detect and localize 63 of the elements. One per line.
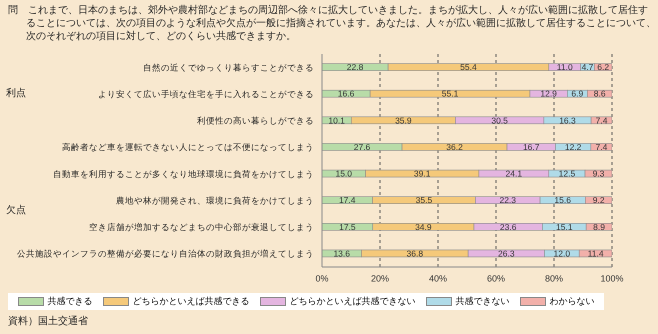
y-tick-label: 利便性の高い暮らしができる [197, 116, 314, 126]
data-label: 55.1 [442, 88, 459, 99]
data-label: 24.1 [506, 168, 522, 179]
data-label: 22.3 [499, 195, 516, 206]
data-label: 12.5 [558, 168, 576, 179]
data-label: 9.3 [592, 168, 605, 179]
data-label: 35.9 [395, 115, 412, 126]
data-label: 23.6 [500, 222, 517, 232]
data-label: 16.7 [522, 142, 540, 152]
data-label: 9.2 [592, 195, 605, 206]
data-label: 7.4 [596, 115, 608, 126]
data-label: 34.9 [415, 222, 432, 232]
chart-title: 問 これまで、日本のまちは、郊外や農村部などまちの周辺部へ徐々に拡大していきました。まちが拡大し、人々が広い範囲に拡散して居住することについては、次の項目のような利点や欠点が一般に指摘されています。あなたは、人々が広い範囲に拡散して居住することについて、次のそれぞれの項目に対して、どのくらい共感できますか。 [8, 4, 656, 43]
x-tick-label: 20% [370, 273, 390, 284]
data-label: 15.1 [556, 222, 573, 232]
data-label: 36.2 [446, 142, 464, 152]
data-label: 13.6 [333, 248, 350, 258]
data-label: 30.5 [491, 115, 508, 126]
data-label: 12.9 [540, 88, 558, 99]
y-tick-label: 自動車を利用することが多くなり地球環境に負荷をかけてしまう [53, 168, 314, 179]
data-label: 8.6 [594, 88, 606, 99]
data-label: 17.4 [338, 195, 356, 206]
y-tick-label: より安くて広い手頃な住宅を手に入れることができる [98, 88, 314, 99]
y-tick-label: 高齢者など車を運転できない人にとっては不便になってしまう [62, 142, 314, 152]
text: 欠点 [6, 204, 26, 217]
x-tick-label: 0% [315, 273, 329, 284]
y-tick-label: 公共施設やインフラの整備が必要になり自治体の財政負担が増えてしまう [17, 248, 314, 259]
text: 利点 [6, 86, 26, 100]
data-label: 16.3 [559, 115, 576, 126]
legend-label: どちらかといえば共感できる [132, 295, 250, 308]
x-tick-label: 40% [428, 273, 448, 284]
data-label: 15.6 [554, 195, 572, 206]
legend-label: 共感できない [456, 295, 510, 308]
x-tick-label: 80% [544, 273, 564, 284]
data-label: 27.6 [354, 142, 371, 152]
data-label: 11.4 [588, 248, 604, 258]
data-label: 6.9 [571, 88, 584, 99]
data-label: 55.4 [460, 62, 477, 72]
data-label: 15.0 [335, 168, 352, 179]
y-tick-label: 自然の近くでゆっくり暮らすことができる [143, 62, 314, 72]
data-label: 6.2 [597, 62, 610, 72]
data-label: 35.5 [416, 195, 432, 206]
x-tick-label: 100% [600, 273, 624, 284]
data-label: 16.6 [338, 88, 355, 99]
x-tick-label: 60% [486, 273, 506, 284]
data-label: 8.9 [593, 222, 606, 232]
data-label: 17.5 [339, 222, 356, 232]
y-tick-label: 農地や林が開発され、環境に負荷をかけてしまう [116, 195, 314, 206]
legend-label: 共感できる [48, 295, 92, 308]
text: 資料）国土交通省 [8, 314, 88, 328]
data-label: 39.1 [414, 168, 431, 179]
legend-label: どちらかといえば共感できない [290, 295, 416, 308]
data-label: 26.3 [498, 248, 515, 258]
y-tick-label: 空き店舗が増加するなどまちの中心部が衰退してしまう [89, 222, 314, 232]
data-label: 12.0 [554, 248, 570, 258]
legend-label: わからない [550, 295, 594, 308]
data-label: 4.7 [582, 62, 594, 72]
data-label: 36.8 [406, 248, 424, 258]
data-label: 11.0 [556, 62, 573, 72]
data-label: 10.1 [328, 115, 346, 126]
data-label: 7.4 [596, 142, 608, 152]
data-label: 12.2 [564, 142, 582, 152]
data-label: 22.8 [346, 62, 364, 72]
